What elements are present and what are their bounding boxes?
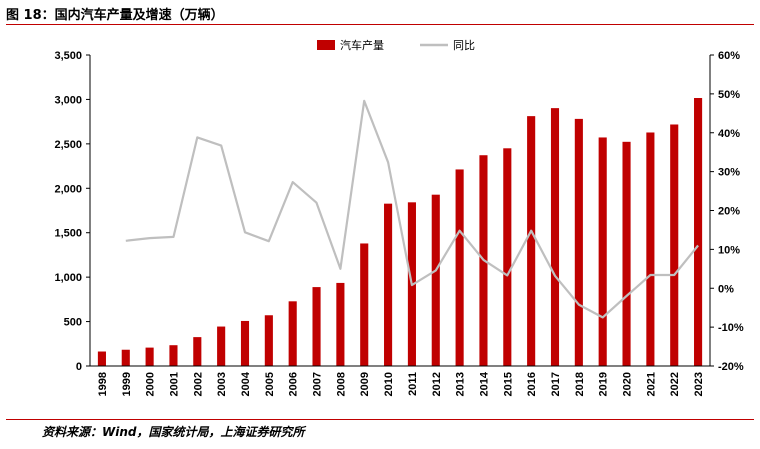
- right-tick-label: 40%: [718, 128, 740, 140]
- bar-2015: [503, 148, 512, 366]
- bar-2003: [217, 326, 226, 366]
- right-tick-label: 20%: [718, 206, 740, 218]
- left-tick-label: 3,000: [54, 94, 82, 106]
- x-tick-label: 2012: [431, 372, 443, 396]
- right-tick-label: -20%: [718, 361, 744, 373]
- legend: 汽车产量 同比: [317, 38, 475, 52]
- right-tick-label: 0%: [718, 283, 734, 295]
- bar-2013: [455, 169, 464, 366]
- x-tick-label: 2005: [264, 372, 276, 396]
- bar-2016: [527, 116, 536, 366]
- line-series: [125, 99, 699, 319]
- x-tick-label: 2018: [574, 372, 586, 396]
- x-tick-label: 2013: [455, 372, 467, 396]
- bar-2006: [288, 301, 297, 366]
- x-tick-label: 2000: [145, 372, 157, 396]
- bar-2022: [670, 124, 679, 366]
- right-tick-label: 10%: [718, 244, 740, 256]
- x-tick-label: 2010: [383, 372, 395, 396]
- x-tick-label: 2006: [288, 372, 300, 396]
- left-tick-label: 3,500: [54, 50, 82, 62]
- x-tick-label: 2014: [478, 371, 490, 396]
- bar-2002: [193, 337, 202, 366]
- x-tick-label: 1999: [121, 372, 133, 396]
- bar-1999: [121, 349, 130, 366]
- right-axis: -20% -10% 0% 10% 20% 30% 40% 50% 60%: [709, 50, 744, 373]
- bar-2005: [264, 315, 273, 366]
- left-tick-label: 500: [64, 317, 82, 329]
- bar-2010: [384, 203, 393, 366]
- x-tick-label: 2022: [669, 372, 681, 396]
- x-tick-label: 2011: [407, 372, 419, 396]
- bar-2018: [574, 118, 583, 367]
- bar-2001: [169, 345, 178, 366]
- bar-1998: [97, 351, 106, 366]
- right-tick-label: 30%: [718, 167, 740, 179]
- legend-label-line: 同比: [453, 39, 475, 52]
- bar-2020: [622, 141, 631, 366]
- right-tick-label: 60%: [718, 50, 740, 62]
- x-tick-label: 2016: [526, 372, 538, 396]
- bar-2007: [312, 287, 321, 366]
- bar-2000: [145, 347, 154, 366]
- bar-2008: [336, 282, 345, 366]
- figure-title: 图 18：国内汽车产量及增速（万辆）: [6, 8, 224, 23]
- bar-2017: [550, 108, 560, 367]
- left-tick-label: 1,500: [54, 228, 82, 240]
- left-tick-label: 2,000: [54, 183, 82, 195]
- x-axis: 1998 1999 2000 2001 2002 2003 2004 2005 2006 2007…: [90, 365, 710, 396]
- x-tick-label: 2019: [598, 372, 610, 396]
- x-tick-label: 2001: [168, 372, 180, 396]
- right-tick-label: 50%: [718, 89, 740, 101]
- title-divider: [6, 24, 754, 25]
- source-divider: [6, 419, 754, 420]
- x-tick-label: 2009: [359, 372, 371, 396]
- bar-2021: [646, 132, 655, 366]
- left-axis: 0 500 1,000 1,500 2,000 2,500 3,000 3,500: [54, 50, 91, 373]
- x-tick-label: 1998: [97, 372, 109, 396]
- left-tick-label: 0: [76, 361, 82, 373]
- bar-2019: [598, 137, 607, 366]
- bar-2012: [431, 194, 440, 366]
- x-tick-label: 2008: [335, 372, 347, 396]
- x-tick-label: 2015: [502, 372, 514, 396]
- legend-swatch-bar: [317, 40, 335, 50]
- right-tick-label: -10%: [718, 322, 744, 334]
- yoy-line: [125, 99, 699, 319]
- x-tick-label: 2021: [645, 372, 657, 396]
- bars-series: [97, 98, 703, 367]
- source-note: 资料来源：Wind，国家统计局，上海证券研究所: [42, 425, 305, 439]
- bar-2004: [240, 320, 250, 366]
- bar-2009: [360, 243, 369, 366]
- bar-2023: [694, 98, 703, 366]
- x-tick-label: 2020: [622, 372, 634, 396]
- x-tick-label: 2003: [216, 372, 228, 396]
- x-tick-label: 2004: [240, 371, 252, 396]
- x-tick-label: 2002: [192, 372, 204, 396]
- x-tick-label: 2017: [550, 372, 562, 396]
- left-tick-label: 2,500: [54, 139, 82, 151]
- x-tick-label: 2023: [693, 372, 705, 396]
- x-tick-label: 2007: [312, 372, 324, 396]
- left-tick-label: 1,000: [54, 272, 82, 284]
- legend-label-bar: 汽车产量: [340, 38, 384, 52]
